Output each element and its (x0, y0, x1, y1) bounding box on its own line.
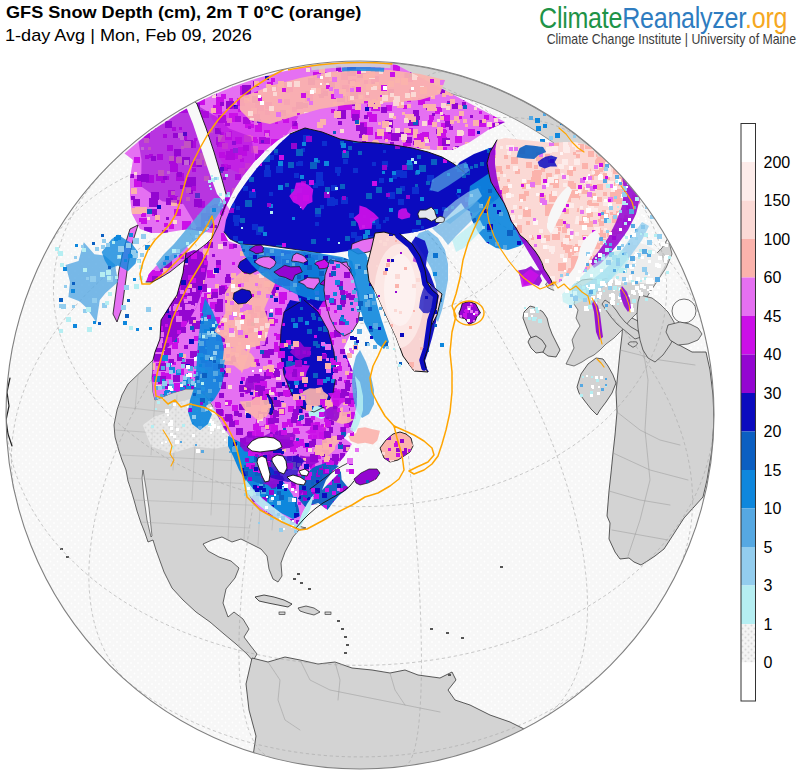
svg-text:30: 30 (764, 385, 782, 402)
svg-text:60: 60 (764, 269, 782, 286)
svg-text:200: 200 (764, 154, 791, 171)
svg-text:45: 45 (764, 308, 782, 325)
svg-text:1: 1 (764, 616, 773, 633)
svg-text:3: 3 (764, 577, 773, 594)
svg-text:40: 40 (764, 346, 782, 363)
svg-text:100: 100 (764, 231, 791, 248)
svg-text:5: 5 (764, 539, 773, 556)
svg-text:0: 0 (764, 654, 773, 671)
svg-text:20: 20 (764, 423, 782, 440)
svg-text:10: 10 (764, 500, 782, 517)
svg-text:15: 15 (764, 462, 782, 479)
svg-text:150: 150 (764, 192, 791, 209)
